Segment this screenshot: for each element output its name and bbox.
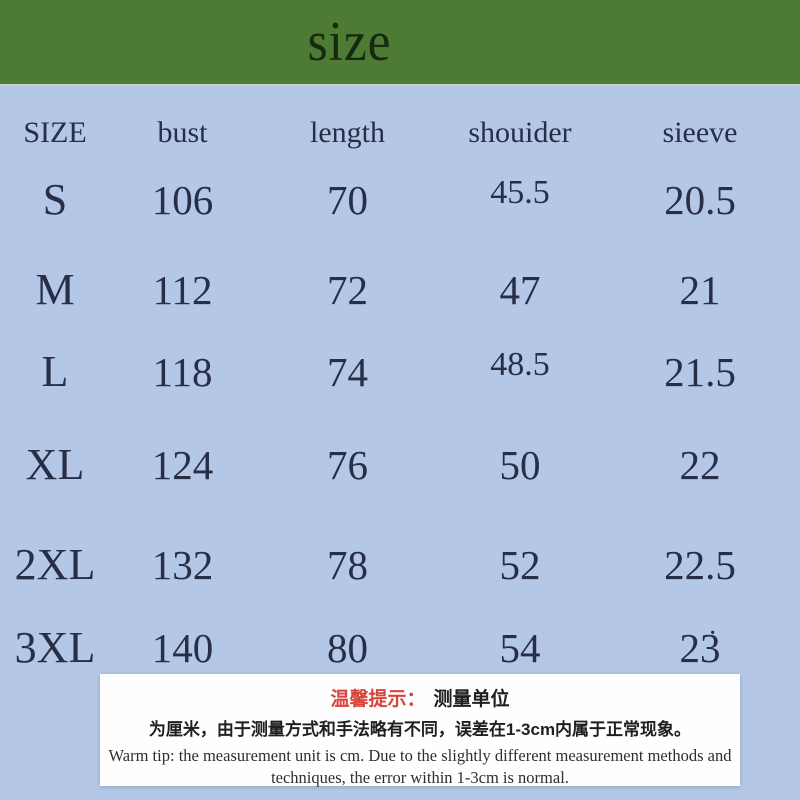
bust-value: 132 bbox=[151, 541, 214, 588]
length-value: 76 bbox=[327, 441, 368, 488]
length-value: 80 bbox=[327, 624, 368, 671]
sleeve-value: 23 bbox=[679, 624, 721, 671]
table-row: M 112 72 47 21 bbox=[0, 258, 800, 322]
size-label: M bbox=[35, 265, 75, 314]
page-title: size bbox=[308, 11, 392, 73]
column-header-length: length bbox=[310, 116, 385, 149]
sleeve-value: 21.5 bbox=[664, 348, 736, 395]
size-label: S bbox=[42, 175, 68, 224]
shoulder-value: 52 bbox=[499, 541, 541, 588]
bust-value: 118 bbox=[152, 348, 213, 395]
sleeve-value: 22.5 bbox=[664, 541, 736, 588]
length-value: 70 bbox=[327, 176, 368, 223]
tip-title-bold: 测量单位 bbox=[433, 689, 510, 710]
size-label: L bbox=[41, 347, 69, 396]
tip-title-red: 温馨提示： bbox=[330, 689, 426, 710]
table-row: L 118 74 48.5 21.5 bbox=[0, 340, 800, 404]
length-value: 74 bbox=[327, 348, 368, 395]
shoulder-value: 47 bbox=[499, 266, 541, 313]
bust-value: 112 bbox=[152, 266, 213, 313]
shoulder-value: 54 bbox=[499, 624, 541, 671]
tip-line-chinese: 为厘米，由于测量方式和手法略有不同，误差在1-3cm内属于正常现象。 bbox=[148, 720, 692, 739]
bust-value: 124 bbox=[151, 441, 214, 488]
table-row: XL 124 76 50 22 bbox=[0, 433, 800, 497]
size-label: 3XL bbox=[14, 623, 96, 672]
shoulder-value: 45.5 bbox=[490, 174, 550, 211]
size-label: 2XL bbox=[14, 540, 96, 589]
table-row: 2XL 132 78 52 22.5 bbox=[0, 533, 800, 597]
tip-line-english-1: Warm tip: the measurement unit is cm. Du… bbox=[108, 746, 732, 765]
title-banner: size bbox=[0, 0, 800, 86]
shoulder-value: 48.5 bbox=[490, 346, 550, 383]
tip-line-english-2: techniques, the error within 1-3cm is no… bbox=[271, 768, 569, 787]
sleeve-value: 20.5 bbox=[664, 176, 736, 223]
length-value: 78 bbox=[327, 541, 368, 588]
table-row: 3XL 140 80 54 23 bbox=[0, 616, 800, 680]
column-header-shoulder: shouider bbox=[468, 116, 572, 149]
table-row: S 106 70 45.5 20.5 bbox=[0, 168, 800, 232]
sleeve-value: 21 bbox=[679, 266, 721, 313]
size-label: XL bbox=[25, 440, 85, 489]
sleeve-value: 22 bbox=[679, 441, 721, 488]
warm-tip-box: 温馨提示： 测量单位 为厘米，由于测量方式和手法略有不同，误差在1-3cm内属于正… bbox=[100, 674, 740, 787]
bust-value: 106 bbox=[151, 176, 214, 223]
column-header-bust: bust bbox=[157, 116, 208, 149]
length-value: 72 bbox=[327, 266, 368, 313]
tip-title: 温馨提示： 测量单位 bbox=[100, 684, 740, 711]
stray-dot-mark: · bbox=[708, 618, 718, 649]
column-header-size: SIZE bbox=[23, 116, 87, 149]
column-header-sleeve: sieeve bbox=[662, 116, 738, 149]
table-header-row: SIZE bust length shouider sieeve bbox=[0, 101, 800, 165]
bust-value: 140 bbox=[151, 624, 214, 671]
shoulder-value: 50 bbox=[499, 441, 541, 488]
